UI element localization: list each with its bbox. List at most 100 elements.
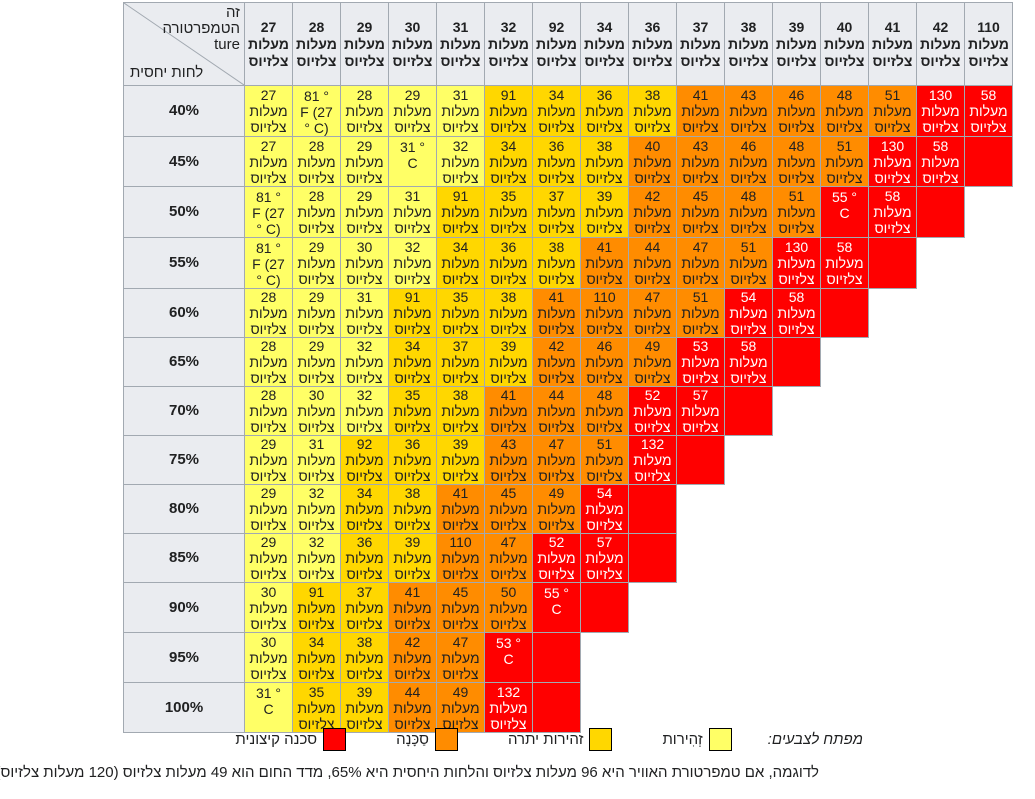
cell-unit-line1: מעלות	[297, 354, 336, 370]
cell-unit-line1: מעלות	[297, 501, 336, 517]
heat-index-cell: 29 מעלות צלזיוס	[292, 237, 341, 289]
empty-cell	[917, 485, 965, 534]
cell-value: 38	[452, 387, 469, 403]
heat-index-cell: 43 מעלות צלזיוס	[484, 435, 533, 485]
heat-index-cell: 36 מעלות צלזיוס	[580, 85, 629, 137]
cell-value: 35	[308, 683, 325, 700]
heat-index-cell: 47 מעלות צלזיוס	[532, 435, 581, 485]
cell-unit-line1: מעלות	[345, 599, 384, 616]
column-unit-line2: צלזיוס	[776, 52, 817, 69]
column-unit-line1: מעלות	[632, 35, 673, 52]
column-unit-line2: צלזיוס	[248, 52, 289, 69]
heat-index-cell: 39 מעלות צלזיוס	[436, 435, 485, 485]
cell-unit-line2: צלזיוס	[490, 271, 527, 287]
cell-unit-line2: צלזיוס	[394, 370, 431, 386]
cell-unit-line1: מעלות	[489, 599, 528, 616]
heat-index-cell: 51 מעלות צלזיוס	[580, 435, 629, 485]
cell-unit-line1: מעלות	[489, 354, 528, 370]
cell-unit-line1: מעלות	[249, 103, 288, 119]
color-legend: מפתח לצבעים: זְהִירות זהירות יתרה סַכָּנָה…	[235, 728, 863, 751]
heat-index-cell: 49 מעלות צלזיוס	[628, 337, 677, 387]
cell-unit-line1: מעלות	[537, 153, 576, 170]
cell-unit-line1: מעלות	[297, 204, 336, 220]
cell-value: 47	[548, 436, 565, 452]
cell-value: 34	[356, 485, 373, 501]
cell-unit-line2: צלזיוס	[298, 169, 335, 186]
cell-unit-line1: מעלות	[537, 204, 576, 220]
cell-value: 47	[692, 239, 709, 255]
legend-item: סַכָּנָה	[396, 728, 458, 751]
cell-value: 46	[788, 87, 805, 103]
empty-cell	[869, 289, 917, 338]
empty-cell	[917, 683, 965, 733]
cell-unit-line2: צלזיוס	[394, 468, 431, 484]
cell-unit-line2: צלזיוס	[586, 220, 623, 236]
cell-unit-line1: מעלות	[345, 699, 384, 716]
cell-value: 48	[788, 137, 805, 154]
cell-unit-line1: מעלות	[537, 354, 576, 370]
empty-cell	[965, 338, 1013, 387]
temperature-label-line: ture	[214, 36, 240, 53]
cell-unit-line1: מעלות	[537, 305, 576, 321]
cell-unit-line1: מעלות	[537, 452, 576, 468]
cell-unit-line1: מעלות	[441, 255, 480, 271]
humidity-row-header: 40%	[123, 85, 245, 137]
cell-unit-line2: צלזיוס	[538, 370, 575, 386]
cell-unit-line2: צלזיוס	[250, 566, 287, 582]
humidity-row-header: 65%	[123, 337, 245, 387]
heat-index-cell: 81 ° F (27 ° C)	[292, 85, 341, 137]
heat-index-cell: 58 מעלות צלזיוס	[820, 237, 869, 289]
empty-cell	[773, 583, 821, 633]
cell-unit-line2: צלזיוס	[970, 119, 1007, 135]
heat-index-cell: 47 מעלות צלזיוס	[628, 288, 677, 338]
column-unit-line2: צלזיוס	[296, 52, 337, 69]
cell-unit-line2: צלזיוס	[634, 271, 671, 287]
column-temperature-value: 28	[308, 18, 325, 35]
empty-cell	[725, 583, 773, 633]
heat-index-cell: 42 מעלות צלזיוס	[532, 337, 581, 387]
cell-unit-line2: צלזיוס	[538, 468, 575, 484]
heat-index-cell: 34 מעלות צלזיוס	[436, 237, 485, 289]
cell-unit-line1: מעלות	[921, 103, 960, 119]
cell-unit-line1: מעלות	[345, 649, 384, 666]
cell-value: 30	[260, 583, 277, 600]
heat-index-cell: 36 מעלות צלזיוס	[388, 435, 437, 485]
cell-value: 27	[260, 87, 277, 103]
cell-value: 32	[356, 387, 373, 403]
cell-unit-line2: צלזיוס	[538, 169, 575, 186]
empty-cell	[917, 289, 965, 338]
cell-value: 41	[548, 289, 565, 305]
cell-value: 39	[404, 534, 421, 550]
temperature-column-header: 28 מעלות צלזיוס	[292, 2, 341, 86]
heat-index-cell	[916, 186, 965, 238]
cell-unit-line2: צלזיוס	[490, 220, 527, 236]
empty-cell	[677, 583, 725, 633]
cell-value: 57	[596, 534, 613, 550]
cell-unit-line1: מעלות	[393, 403, 432, 419]
cell-unit-line1: מעלות	[681, 204, 720, 220]
cell-unit-line1: מעלות	[249, 305, 288, 321]
empty-cell	[917, 633, 965, 683]
cell-value: 58	[980, 87, 997, 103]
column-unit-line2: צלזיוס	[392, 52, 433, 69]
column-temperature-value: 39	[788, 18, 805, 35]
cell-unit-line2: צלזיוס	[346, 271, 383, 287]
empty-cell	[917, 583, 965, 633]
cell-unit-line2: צלזיוס	[394, 419, 431, 435]
cell-unit-line2: צלזיוס	[682, 321, 719, 337]
heat-index-cell	[532, 682, 581, 733]
heat-index-cell: 28 מעלות צלזיוס	[292, 186, 341, 238]
heat-index-cell: 30 מעלות צלזיוס	[340, 237, 389, 289]
table-row: 95% 30 מעלות צלזיוס 34 מעלות צלזיוס 38 מעלות צלזי…	[123, 632, 1013, 683]
cell-value: 47	[644, 289, 661, 305]
cell-unit-line1: מעלות	[249, 354, 288, 370]
heat-index-cell: 38 מעלות צלזיוס	[340, 632, 389, 683]
heat-index-cell: 29 מעלות צלזיוס	[388, 85, 437, 137]
cell-unit-line2: צלזיוס	[298, 370, 335, 386]
column-unit-line2: צלזיוס	[680, 52, 721, 69]
cell-unit-line1: מעלות	[441, 305, 480, 321]
cell-text-line: 81 °	[255, 189, 282, 205]
heat-index-cell: 32 מעלות צלזיוס	[436, 136, 485, 187]
cell-value: 37	[356, 583, 373, 600]
cell-unit-line2: צלזיוס	[634, 419, 671, 435]
